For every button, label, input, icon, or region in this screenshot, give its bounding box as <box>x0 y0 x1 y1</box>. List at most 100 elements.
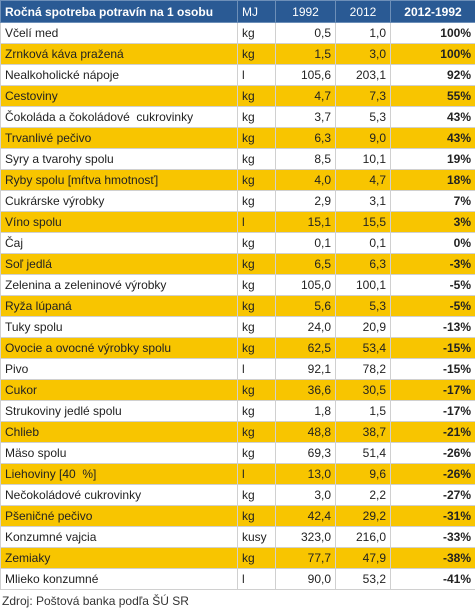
table-cell: l <box>238 569 276 590</box>
table-cell: 18% <box>391 170 475 191</box>
table-cell: kg <box>238 191 276 212</box>
table-cell: 6,5 <box>276 254 336 275</box>
table-cell: 0% <box>391 233 475 254</box>
table-cell: Cestoviny <box>1 86 238 107</box>
table-cell: -17% <box>391 380 475 401</box>
table-cell: kg <box>238 233 276 254</box>
table-cell: Ryža lúpaná <box>1 296 238 317</box>
table-cell: kg <box>238 86 276 107</box>
header-cell: Ročná spotreba potravín na 1 osobu <box>1 1 238 23</box>
table-cell: Liehoviny [40 %] <box>1 464 238 485</box>
table-cell: Mäso spolu <box>1 443 238 464</box>
table-cell: 92% <box>391 65 475 86</box>
table-cell: 90,0 <box>276 569 336 590</box>
table-cell: -41% <box>391 569 475 590</box>
header-cell: 2012-1992 <box>391 1 475 23</box>
header-cell: MJ <box>238 1 276 23</box>
table-cell: Cukrárske výrobky <box>1 191 238 212</box>
table-cell: Konzumné vajcia <box>1 527 238 548</box>
table-cell: kg <box>238 23 276 44</box>
table-cell: -21% <box>391 422 475 443</box>
table-cell: 9,0 <box>336 128 391 149</box>
table-cell: 55% <box>391 86 475 107</box>
table-cell: Nealkoholické nápoje <box>1 65 238 86</box>
table-cell: 4,7 <box>276 86 336 107</box>
table-cell: kg <box>238 506 276 527</box>
table-cell: l <box>238 464 276 485</box>
table-cell: 51,4 <box>336 443 391 464</box>
table-cell: 6,3 <box>276 128 336 149</box>
source-note: Zdroj: Poštová banka podľa ŠÚ SR <box>0 590 475 612</box>
header-cell: 2012 <box>336 1 391 23</box>
table-cell: Zemiaky <box>1 548 238 569</box>
table-cell: kg <box>238 422 276 443</box>
table-cell: Včelí med <box>1 23 238 44</box>
table-cell: Čokoláda a čokoládové cukrovinky <box>1 107 238 128</box>
table-cell: kusy <box>238 527 276 548</box>
table-cell: 7% <box>391 191 475 212</box>
header-row: Ročná spotreba potravín na 1 osobu MJ 19… <box>1 1 475 23</box>
table-cell: 15,5 <box>336 212 391 233</box>
table-cell: kg <box>238 254 276 275</box>
table-cell: -5% <box>391 275 475 296</box>
consumption-table: Ročná spotreba potravín na 1 osobu MJ 19… <box>0 0 475 590</box>
table-cell: 43% <box>391 107 475 128</box>
table-cell: kg <box>238 485 276 506</box>
table-cell: 53,4 <box>336 338 391 359</box>
table-cell: 10,1 <box>336 149 391 170</box>
table-cell: 1,5 <box>276 44 336 65</box>
table-cell: 3,7 <box>276 107 336 128</box>
table-cell: kg <box>238 149 276 170</box>
table-cell: 100% <box>391 23 475 44</box>
table-cell: 92,1 <box>276 359 336 380</box>
table-cell: 2,2 <box>336 485 391 506</box>
table-cell: 62,5 <box>276 338 336 359</box>
table-cell: kg <box>238 128 276 149</box>
table-cell: 4,7 <box>336 170 391 191</box>
table-cell: Zelenina a zeleninové výrobky <box>1 275 238 296</box>
table-cell: -26% <box>391 464 475 485</box>
table-cell: 323,0 <box>276 527 336 548</box>
table-cell: 7,3 <box>336 86 391 107</box>
table-cell: 1,8 <box>276 401 336 422</box>
table-cell: l <box>238 65 276 86</box>
table-cell: kg <box>238 296 276 317</box>
table-cell: Strukoviny jedlé spolu <box>1 401 238 422</box>
table-cell: Nečokoládové cukrovinky <box>1 485 238 506</box>
table-cell: kg <box>238 380 276 401</box>
table-cell: 47,9 <box>336 548 391 569</box>
table-cell: 20,9 <box>336 317 391 338</box>
table-cell: -38% <box>391 548 475 569</box>
table-cell: l <box>238 212 276 233</box>
table-cell: 105,6 <box>276 65 336 86</box>
table-cell: 69,3 <box>276 443 336 464</box>
table-cell: Soľ jedlá <box>1 254 238 275</box>
table-cell: kg <box>238 317 276 338</box>
table-cell: l <box>238 359 276 380</box>
table-cell: Čaj <box>1 233 238 254</box>
table-cell: kg <box>238 170 276 191</box>
table-cell: 203,1 <box>336 65 391 86</box>
table-cell: 6,3 <box>336 254 391 275</box>
table-cell: Víno spolu <box>1 212 238 233</box>
table-cell: 105,0 <box>276 275 336 296</box>
table-cell: 36,6 <box>276 380 336 401</box>
table-cell: kg <box>238 275 276 296</box>
table-cell: kg <box>238 107 276 128</box>
table-cell: Ryby spolu [mŕtva hmotnosť] <box>1 170 238 191</box>
